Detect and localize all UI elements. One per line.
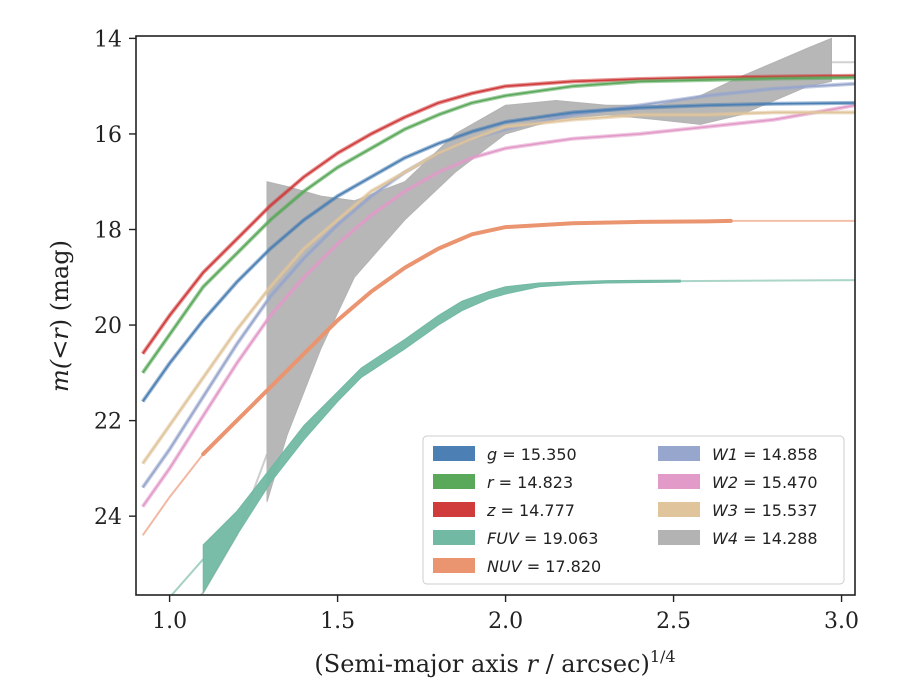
y-tick-label: 22 — [94, 410, 122, 435]
legend-label: NUV = 17.820 — [487, 557, 601, 576]
series-g — [141, 100, 855, 403]
y-tick-label: 24 — [94, 505, 122, 530]
series-w2-line — [142, 104, 855, 508]
legend-item-fuv: FUV = 19.063 — [433, 529, 598, 548]
legend-label: g = 15.350 — [487, 445, 577, 464]
legend-item-r: r = 14.823 — [433, 473, 573, 492]
legend-swatch — [658, 446, 700, 461]
legend-swatch — [433, 558, 475, 573]
series-nuv-inner-extension — [141, 453, 204, 536]
series-nuv — [141, 218, 855, 536]
x-tick-label: 1.5 — [320, 609, 355, 634]
legend: g = 15.350 r = 14.823 z = 14.777 FUV = 19.0… — [422, 435, 845, 585]
legend-swatch — [433, 446, 475, 461]
legend-swatch — [433, 502, 475, 517]
series-r-line — [142, 76, 855, 374]
series-r — [141, 75, 855, 374]
y-tick-label: 14 — [94, 27, 122, 52]
legend-items: g = 15.350 r = 14.823 z = 14.777 FUV = 19.0… — [433, 445, 818, 576]
x-tick-label: 1.0 — [152, 609, 187, 634]
series-z — [141, 73, 855, 355]
legend-label: FUV = 19.063 — [487, 529, 598, 548]
x-axis-label: (Semi-major axis r / arcsec)1/4 — [314, 647, 675, 678]
legend-item-w3: W3 = 15.537 — [658, 501, 818, 520]
legend-swatch — [433, 474, 475, 489]
series-w3-line — [142, 111, 855, 465]
series-w3 — [141, 110, 855, 465]
legend-item-nuv: NUV = 17.820 — [433, 557, 601, 576]
legend-label: W1 = 14.858 — [712, 445, 818, 464]
legend-label: W3 = 15.537 — [712, 501, 818, 520]
y-tick-label: 18 — [94, 219, 122, 244]
legend-item-g: g = 15.350 — [433, 445, 577, 464]
legend-label: W2 = 15.470 — [712, 473, 818, 492]
legend-box — [422, 435, 845, 585]
plot-frame — [135, 35, 856, 596]
legend-item-w2: W2 = 15.470 — [658, 473, 818, 492]
series-layer — [141, 37, 855, 595]
legend-label: r = 14.823 — [487, 473, 573, 492]
x-tick-label: 2.0 — [488, 609, 523, 634]
series-nuv-band — [201, 218, 733, 457]
series-g-line — [142, 102, 855, 402]
x-tick-label: 3.0 — [824, 609, 859, 634]
y-tick-label: 20 — [94, 314, 122, 339]
y-tick-label: 16 — [94, 123, 122, 148]
series-fuv-outer-extension — [680, 279, 855, 283]
series-w2 — [141, 103, 855, 508]
series-fuv-inner-extension — [170, 558, 204, 595]
ticks-layer: 1.0 1.5 2.0 2.5 3.0 14 16 18 20 22 24 — [94, 27, 859, 634]
series-fuv-band — [202, 279, 681, 595]
legend-swatch — [658, 474, 700, 489]
series-fuv — [170, 279, 855, 595]
legend-label: W4 = 14.288 — [712, 529, 818, 548]
legend-swatch — [658, 502, 700, 517]
x-tick-label: 2.5 — [656, 609, 691, 634]
legend-item-w1: W1 = 14.858 — [658, 445, 818, 464]
legend-label: z = 14.777 — [486, 501, 575, 520]
legend-item-z: z = 14.777 — [433, 501, 575, 520]
legend-swatch — [433, 530, 475, 545]
legend-swatch — [658, 530, 700, 545]
legend-item-w4: W4 = 14.288 — [658, 529, 818, 548]
series-w4-band — [266, 37, 832, 502]
y-axis-label: m(<r) (mag) — [46, 240, 74, 392]
series-z-line — [142, 74, 855, 355]
